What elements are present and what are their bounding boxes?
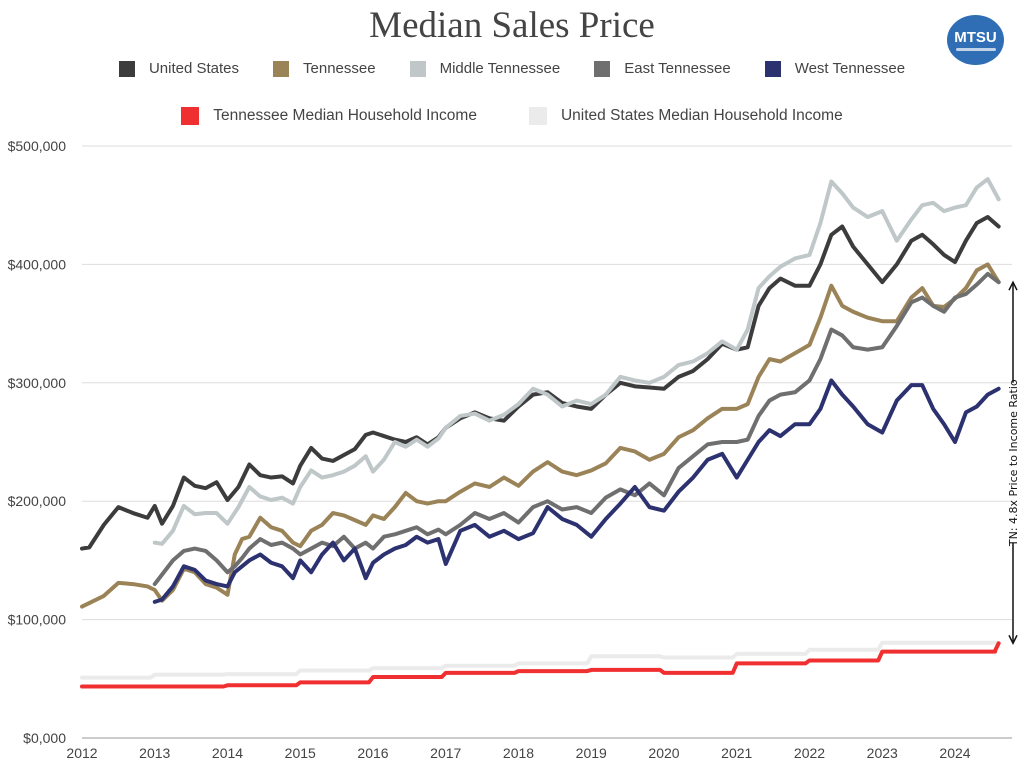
legend-label: West Tennessee bbox=[794, 60, 906, 77]
annotation-text: TN: 4.8x Price to Income Ratio bbox=[1007, 379, 1020, 547]
series-lines bbox=[80, 177, 1001, 689]
legend-label: United States Median Household Income bbox=[560, 107, 843, 124]
chart-title: Median Sales Price bbox=[369, 5, 655, 46]
series-line-tennessee-median-household-income bbox=[80, 641, 1001, 689]
x-tick-label: 2022 bbox=[794, 745, 825, 761]
x-tick-label: 2015 bbox=[285, 745, 316, 761]
logo-wave-icon bbox=[955, 48, 996, 51]
arrowhead-up-icon bbox=[1008, 280, 1018, 291]
legend-row-1: United States Tennessee Middle Tennessee… bbox=[0, 60, 1024, 77]
legend-item-tennessee[interactable]: Tennessee bbox=[273, 60, 376, 77]
legend-item-east-tennessee[interactable]: East Tennessee bbox=[594, 60, 731, 77]
y-tick-label: $300,000 bbox=[8, 375, 67, 391]
x-tick-label: 2016 bbox=[357, 745, 388, 761]
gridlines bbox=[82, 145, 1012, 739]
y-tick-label: $200,000 bbox=[8, 493, 67, 509]
y-tick-label: $500,000 bbox=[8, 138, 67, 154]
x-tick-label: 2018 bbox=[503, 745, 534, 761]
y-tick-label: $100,000 bbox=[8, 612, 67, 628]
legend-swatch bbox=[594, 60, 611, 77]
arrowhead-down-icon bbox=[1008, 634, 1018, 645]
legend-label: Middle Tennessee bbox=[439, 60, 561, 77]
x-tick-label: 2019 bbox=[576, 745, 607, 761]
x-tick-label: 2017 bbox=[430, 745, 461, 761]
logo-text: MTSU bbox=[954, 29, 997, 46]
series-line-united-states bbox=[80, 215, 1001, 551]
legend-label: United States bbox=[148, 60, 240, 77]
x-tick-label: 2023 bbox=[867, 745, 898, 761]
y-axis: $0,000 $100,000 $200,000 $300,000 $400,000 $5… bbox=[8, 138, 67, 746]
legend-swatch bbox=[528, 107, 547, 125]
series-line-west-tennessee bbox=[152, 378, 1001, 604]
y-tick-label: $0,000 bbox=[23, 730, 66, 746]
series-line-tennessee bbox=[80, 262, 1001, 609]
legend-item-us-household-income[interactable]: United States Median Household Income bbox=[528, 107, 843, 125]
legend-swatch bbox=[764, 60, 781, 77]
x-tick-label: 2020 bbox=[648, 745, 679, 761]
legend-swatch bbox=[118, 60, 135, 77]
legend-item-tn-household-income[interactable]: Tennessee Median Household Income bbox=[181, 107, 477, 125]
legend-label: East Tennessee bbox=[624, 60, 731, 77]
mtsu-logo: MTSU bbox=[947, 15, 1004, 65]
legend-swatch bbox=[273, 60, 290, 77]
legend-label: Tennessee bbox=[303, 60, 376, 77]
legend-row-2: Tennessee Median Household Income United… bbox=[0, 107, 1024, 125]
x-tick-label: 2014 bbox=[212, 745, 243, 761]
series-line-united-states-median-household-income bbox=[80, 640, 1001, 680]
legend-swatch bbox=[409, 60, 426, 77]
annotation-group: TN: 4.8x Price to Income Ratio bbox=[1007, 280, 1020, 645]
legend-item-middle-tennessee[interactable]: Middle Tennessee bbox=[409, 60, 561, 77]
x-tick-label: 2013 bbox=[139, 745, 170, 761]
x-tick-label: 2024 bbox=[939, 745, 970, 761]
legend-item-united-states[interactable]: United States bbox=[118, 60, 240, 77]
series-line-east-tennessee bbox=[152, 271, 1001, 587]
x-tick-label: 2012 bbox=[66, 745, 97, 761]
series-line-middle-tennessee bbox=[152, 177, 1001, 546]
x-axis: 2012 2013 2014 2015 2016 2017 2018 2019 2020 2021… bbox=[66, 745, 970, 761]
legend-item-west-tennessee[interactable]: West Tennessee bbox=[764, 60, 906, 77]
y-tick-label: $400,000 bbox=[8, 256, 67, 272]
legend-swatch bbox=[181, 107, 200, 125]
legend-label: Tennessee Median Household Income bbox=[213, 107, 477, 124]
x-tick-label: 2021 bbox=[721, 745, 752, 761]
